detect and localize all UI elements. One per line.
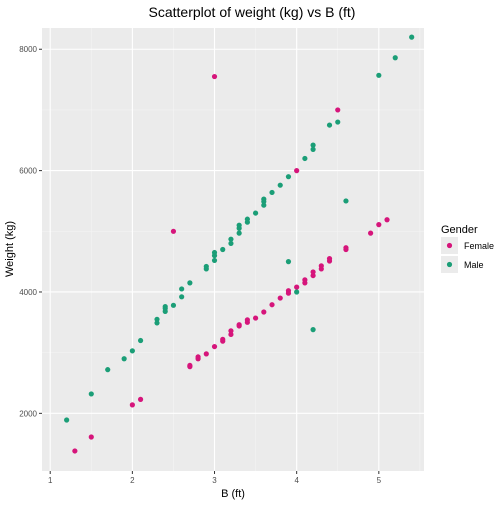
data-point-female [269, 302, 275, 308]
data-point-male [154, 316, 160, 322]
data-point-male [211, 257, 218, 264]
data-point-female [294, 284, 300, 290]
data-point-female [228, 328, 234, 334]
data-point-female [187, 362, 193, 369]
data-point-female [376, 222, 382, 228]
data-point-female [211, 343, 218, 350]
legend-key-female [446, 242, 453, 249]
x-tick-label: 2 [130, 476, 135, 485]
data-point-male [154, 320, 160, 326]
plot-panel [42, 28, 424, 471]
data-point-female [335, 107, 341, 113]
data-point-male [376, 72, 382, 78]
data-point-male [310, 142, 316, 148]
y-tick-label: 6000 [19, 167, 37, 176]
data-point-male [269, 189, 275, 196]
data-point-female [88, 434, 94, 440]
data-point-female [277, 295, 283, 301]
data-point-male [392, 55, 398, 61]
data-point-male [137, 337, 144, 344]
y-tick-label: 4000 [19, 288, 37, 297]
data-point-male [326, 122, 333, 128]
data-point-male [294, 289, 300, 295]
data-point-female [310, 272, 316, 279]
data-point-male [261, 202, 267, 208]
major-gridlines [42, 28, 424, 471]
y-axis-label: Weight (kg) [4, 221, 16, 277]
data-point-male [244, 216, 250, 222]
data-point-male [277, 182, 283, 188]
data-point-male [261, 196, 267, 202]
data-point-male [211, 249, 218, 256]
data-point-male [310, 146, 316, 152]
data-point-female [129, 402, 135, 408]
data-point-female [302, 277, 308, 283]
data-point-male [302, 155, 308, 162]
data-point-male [129, 348, 135, 354]
data-point-male [285, 259, 292, 265]
x-axis-ticks: 1 2 3 4 5 [48, 471, 382, 485]
data-point-female [137, 396, 144, 402]
legend-key-male [446, 261, 453, 268]
minor-gridlines [42, 28, 424, 471]
data-point-male [179, 286, 185, 292]
data-point-female [294, 168, 300, 174]
data-point-male [236, 230, 242, 236]
y-tick-label: 2000 [19, 409, 37, 418]
data-point-male [409, 34, 415, 40]
data-point-female [236, 322, 242, 328]
data-point-female [261, 309, 267, 315]
data-point-male [170, 302, 177, 308]
legend: Gender Female Male [441, 224, 494, 273]
data-point-male [285, 174, 292, 180]
legend-label-male: Male [464, 260, 484, 270]
data-point-female [244, 317, 250, 323]
x-tick-label: 1 [48, 476, 53, 485]
data-point-female [170, 228, 177, 234]
data-point-male [228, 240, 234, 247]
data-point-male [187, 280, 193, 286]
data-point-female [228, 331, 234, 338]
data-point-male [310, 327, 316, 333]
x-tick-label: 4 [294, 476, 299, 485]
data-point-male [236, 222, 242, 228]
data-point-female [252, 315, 259, 321]
data-point-male [220, 246, 226, 253]
data-point-female [318, 263, 324, 269]
y-tick-label: 8000 [19, 45, 37, 54]
x-tick-label: 3 [212, 476, 217, 485]
data-point-female [195, 354, 201, 360]
data-point-female [72, 448, 78, 454]
data-point-female [203, 351, 209, 357]
data-point-female [326, 256, 333, 262]
data-points [64, 34, 415, 454]
legend-title: Gender [441, 224, 478, 236]
data-point-female [384, 217, 390, 223]
data-point-male [88, 391, 94, 397]
chart-title: Scatterplot of weight (kg) vs B (ft) [149, 4, 356, 20]
data-point-male [179, 294, 185, 300]
data-point-male [121, 356, 127, 362]
data-point-female [285, 288, 292, 294]
data-point-male [252, 210, 259, 216]
data-point-female [211, 73, 218, 80]
data-point-male [335, 119, 341, 125]
data-point-male [162, 303, 168, 310]
data-point-male [203, 263, 209, 270]
x-tick-label: 5 [377, 476, 382, 485]
y-axis-ticks: 2000 4000 6000 8000 [19, 45, 42, 418]
data-point-female [368, 230, 374, 236]
data-point-female [310, 269, 316, 275]
legend-label-female: Female [464, 241, 494, 251]
data-point-male [343, 198, 349, 204]
data-point-male [228, 236, 234, 242]
data-point-male [64, 417, 70, 423]
x-axis-label: B (ft) [221, 488, 245, 500]
data-point-female [343, 245, 349, 251]
data-point-female [220, 336, 226, 342]
data-point-male [105, 367, 111, 373]
